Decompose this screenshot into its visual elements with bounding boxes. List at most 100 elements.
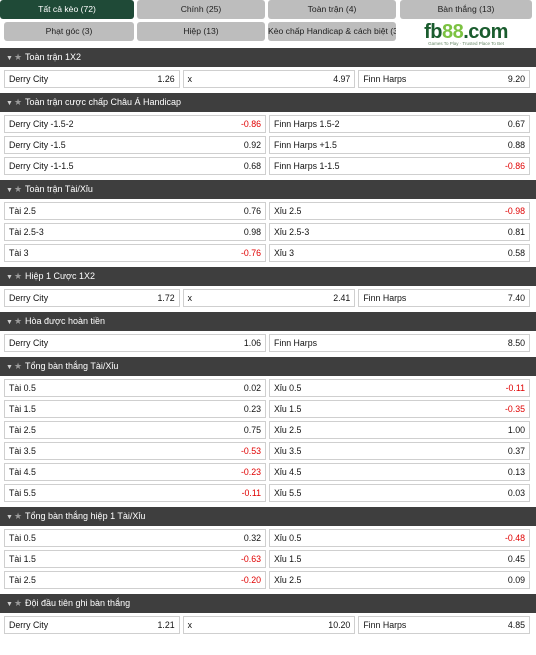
market-tabs: Tất cả kèo (72) Chính (25) Toàn trận (4)… <box>0 0 536 48</box>
market-header[interactable]: ▼★ Hòa được hoàn tiền <box>0 312 536 331</box>
odds-cell[interactable]: Xỉu 0.5 -0.11 <box>269 379 530 397</box>
odds-cell[interactable]: Derry City -1.5 0.92 <box>4 136 266 154</box>
star-icon[interactable]: ★ <box>14 97 23 107</box>
odds-cell[interactable]: Tài 2.5 -0.20 <box>4 571 266 589</box>
collapse-icon[interactable]: ▼ <box>6 100 13 107</box>
market-header[interactable]: ▼★ Đội đầu tiên ghi bàn thắng <box>0 594 536 613</box>
market-rows: Derry City 1.26 x 4.97 Finn Harps 9.20 <box>0 67 536 93</box>
star-icon[interactable]: ★ <box>14 271 23 281</box>
odds-cell[interactable]: Xỉu 1.5 -0.35 <box>269 400 530 418</box>
collapse-icon[interactable]: ▼ <box>6 601 13 608</box>
market-title: Tổng bàn thắng hiệp 1 Tài/Xỉu <box>25 511 146 521</box>
star-icon[interactable]: ★ <box>14 511 23 521</box>
odds-value: -0.86 <box>504 161 525 171</box>
fb88-logo: fb88.com Games To Play · Trusted Place T… <box>400 21 532 48</box>
collapse-icon[interactable]: ▼ <box>6 274 13 281</box>
odds-cell[interactable]: Xỉu 2.5 0.09 <box>269 571 530 589</box>
odds-cell[interactable]: Derry City 1.72 <box>4 289 180 307</box>
odds-row: Derry City 1.26 x 4.97 Finn Harps 9.20 <box>4 70 530 88</box>
tab-handicap[interactable]: Kèo chấp Handicap & cách biệt (3) <box>268 22 396 41</box>
odds-cell[interactable]: Tài 4.5 -0.23 <box>4 463 266 481</box>
odds-cell[interactable]: Finn Harps +1.5 0.88 <box>269 136 530 154</box>
selection-label: Tài 2.5 <box>9 425 36 435</box>
odds-cell[interactable]: Tài 1.5 -0.63 <box>4 550 266 568</box>
odds-value: 9.20 <box>507 74 525 84</box>
odds-cell[interactable]: Tài 5.5 -0.11 <box>4 484 266 502</box>
tab-all-markets[interactable]: Tất cả kèo (72) <box>0 0 134 19</box>
star-icon[interactable]: ★ <box>14 184 23 194</box>
odds-cell[interactable]: Tài 0.5 0.32 <box>4 529 266 547</box>
odds-cell[interactable]: Finn Harps 9.20 <box>358 70 530 88</box>
market-header[interactable]: ▼★ Toàn trận Tài/Xỉu <box>0 180 536 199</box>
odds-cell[interactable]: Xỉu 2.5 1.00 <box>269 421 530 439</box>
collapse-icon[interactable]: ▼ <box>6 319 13 326</box>
star-icon[interactable]: ★ <box>14 52 23 62</box>
market-rows: Tài 0.5 0.02 Xỉu 0.5 -0.11 Tài 1.5 0.23 Xỉu 1.… <box>0 376 536 507</box>
star-icon[interactable]: ★ <box>14 598 23 608</box>
star-icon[interactable]: ★ <box>14 361 23 371</box>
odds-cell[interactable]: Xỉu 1.5 0.45 <box>269 550 530 568</box>
odds-value: 1.26 <box>157 74 175 84</box>
odds-cell[interactable]: Finn Harps 7.40 <box>358 289 530 307</box>
market-rows: Derry City -1.5-2 -0.86 Finn Harps 1.5-2 0.… <box>0 112 536 180</box>
tab-corners[interactable]: Phạt góc (3) <box>4 22 134 41</box>
market-header[interactable]: ▼★ Hiệp 1 Cược 1X2 <box>0 267 536 286</box>
odds-row: Tài 2.5 -0.20 Xỉu 2.5 0.09 <box>4 571 530 589</box>
collapse-icon[interactable]: ▼ <box>6 187 13 194</box>
selection-label: Finn Harps 1-1.5 <box>274 161 340 171</box>
odds-cell[interactable]: Finn Harps 1-1.5 -0.86 <box>269 157 530 175</box>
odds-cell[interactable]: Tài 2.5 0.76 <box>4 202 266 220</box>
odds-row: Tài 5.5 -0.11 Xỉu 5.5 0.03 <box>4 484 530 502</box>
odds-cell[interactable]: Finn Harps 8.50 <box>269 334 530 352</box>
odds-cell[interactable]: x 10.20 <box>182 616 356 634</box>
odds-cell[interactable]: x 4.97 <box>182 70 356 88</box>
odds-cell[interactable]: Tài 3 -0.76 <box>4 244 266 262</box>
selection-label: x <box>187 293 193 303</box>
odds-cell[interactable]: Tài 2.5-3 0.98 <box>4 223 266 241</box>
odds-cell[interactable]: Xỉu 5.5 0.03 <box>269 484 530 502</box>
odds-cell[interactable]: Xỉu 0.5 -0.48 <box>269 529 530 547</box>
star-icon[interactable]: ★ <box>14 316 23 326</box>
odds-value: -0.53 <box>240 446 261 456</box>
odds-cell[interactable]: Xỉu 3.5 0.37 <box>269 442 530 460</box>
odds-cell[interactable]: Derry City 1.06 <box>4 334 266 352</box>
market-header[interactable]: ▼★ Toàn trận cược chấp Châu Á Handicap <box>0 93 536 112</box>
selection-label: Tài 3.5 <box>9 446 36 456</box>
selection-label: Xỉu 3 <box>274 248 295 258</box>
tab-main[interactable]: Chính (25) <box>137 0 265 19</box>
tab-half[interactable]: Hiệp (13) <box>137 22 265 41</box>
selection-label: Xỉu 1.5 <box>274 554 302 564</box>
odds-value: -0.63 <box>240 554 261 564</box>
collapse-icon[interactable]: ▼ <box>6 55 13 62</box>
odds-cell[interactable]: Finn Harps 1.5-2 0.67 <box>269 115 530 133</box>
odds-cell[interactable]: Xỉu 2.5 -0.98 <box>269 202 530 220</box>
selection-label: Finn Harps +1.5 <box>274 140 337 150</box>
odds-cell[interactable]: Tài 1.5 0.23 <box>4 400 266 418</box>
selection-label: Finn Harps <box>274 338 318 348</box>
tab-full-match[interactable]: Toàn trận (4) <box>268 0 396 19</box>
odds-cell[interactable]: Xỉu 2.5-3 0.81 <box>269 223 530 241</box>
odds-cell[interactable]: Tài 0.5 0.02 <box>4 379 266 397</box>
odds-value: 4.85 <box>507 620 525 630</box>
collapse-icon[interactable]: ▼ <box>6 364 13 371</box>
odds-cell[interactable]: Finn Harps 4.85 <box>358 616 530 634</box>
odds-cell[interactable]: Tài 2.5 0.75 <box>4 421 266 439</box>
odds-cell[interactable]: Xỉu 3 0.58 <box>269 244 530 262</box>
market-header[interactable]: ▼★ Tổng bàn thắng hiệp 1 Tài/Xỉu <box>0 507 536 526</box>
market-title: Hòa được hoàn tiền <box>25 316 105 326</box>
selection-label: Tài 2.5 <box>9 206 36 216</box>
odds-cell[interactable]: Derry City 1.21 <box>4 616 180 634</box>
collapse-icon[interactable]: ▼ <box>6 514 13 521</box>
odds-cell[interactable]: Derry City 1.26 <box>4 70 180 88</box>
odds-row: Tài 3.5 -0.53 Xỉu 3.5 0.37 <box>4 442 530 460</box>
selection-label: Tài 2.5 <box>9 575 36 585</box>
odds-cell[interactable]: Derry City -1-1.5 0.68 <box>4 157 266 175</box>
odds-cell[interactable]: Tài 3.5 -0.53 <box>4 442 266 460</box>
odds-cell[interactable]: Derry City -1.5-2 -0.86 <box>4 115 266 133</box>
tab-goals[interactable]: Bàn thắng (13) <box>400 0 532 19</box>
odds-cell[interactable]: x 2.41 <box>182 289 356 307</box>
market-header[interactable]: ▼★ Tổng bàn thắng Tài/Xỉu <box>0 357 536 376</box>
odds-value: 1.00 <box>507 425 525 435</box>
market-header[interactable]: ▼★ Toàn trận 1X2 <box>0 48 536 67</box>
odds-cell[interactable]: Xỉu 4.5 0.13 <box>269 463 530 481</box>
